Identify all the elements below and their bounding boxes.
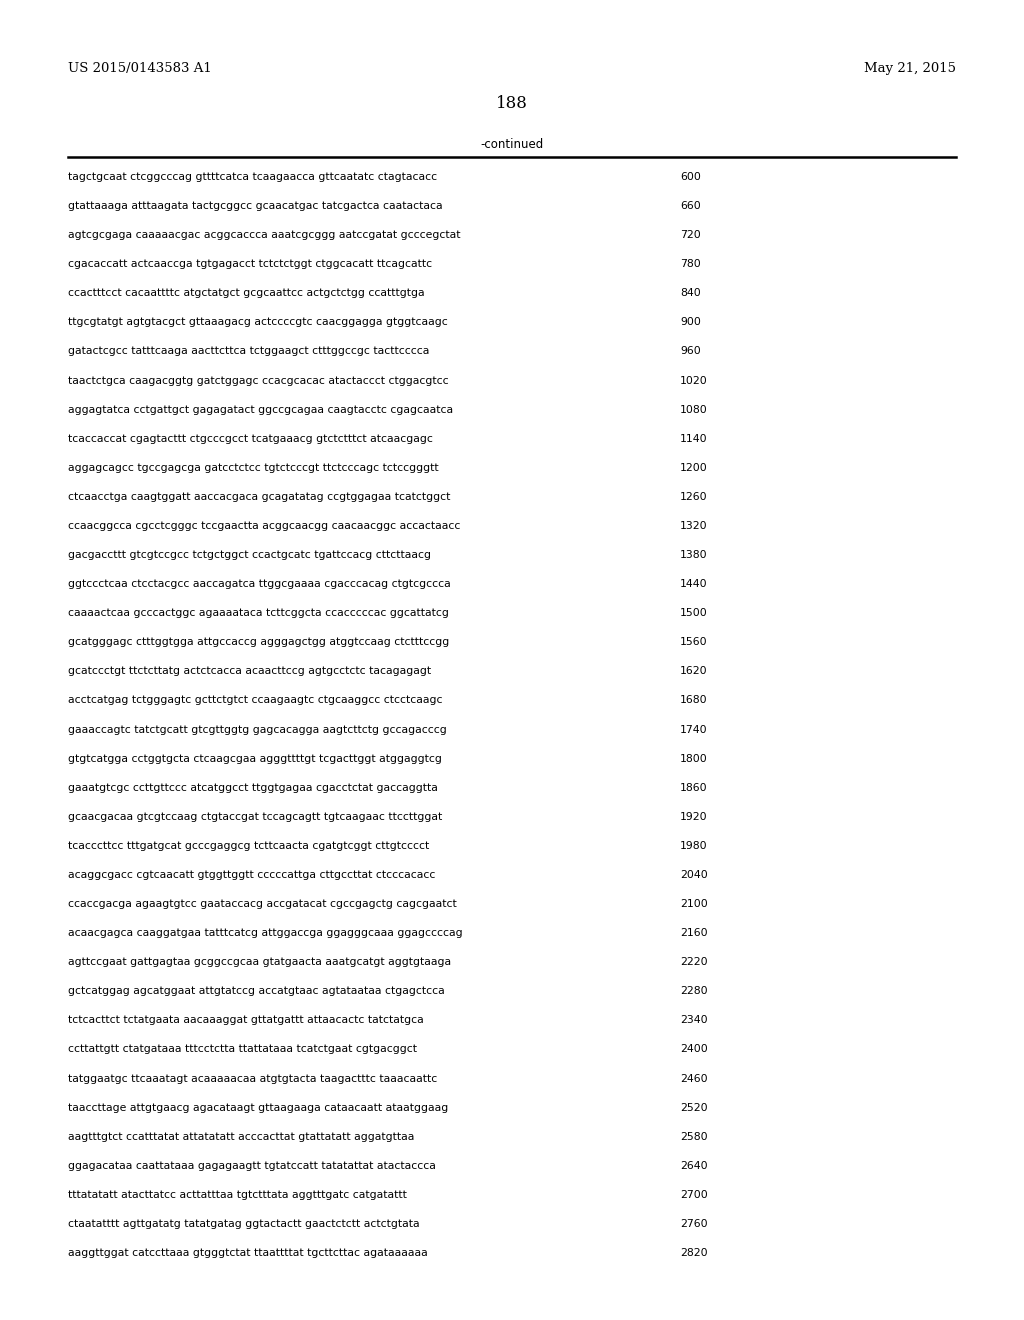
Text: 2820: 2820 bbox=[680, 1247, 708, 1258]
Text: aagtttgtct ccatttatat attatatatt acccacttat gtattatatt aggatgttaa: aagtttgtct ccatttatat attatatatt acccact… bbox=[68, 1131, 415, 1142]
Text: 1380: 1380 bbox=[680, 550, 708, 560]
Text: 840: 840 bbox=[680, 288, 700, 298]
Text: 2280: 2280 bbox=[680, 986, 708, 997]
Text: 1860: 1860 bbox=[680, 783, 708, 793]
Text: acaacgagca caaggatgaa tatttcatcg attggaccga ggagggcaaa ggagccccag: acaacgagca caaggatgaa tatttcatcg attggac… bbox=[68, 928, 463, 939]
Text: tcacccttcc tttgatgcat gcccgaggcg tcttcaacta cgatgtcggt cttgtcccct: tcacccttcc tttgatgcat gcccgaggcg tcttcaa… bbox=[68, 841, 429, 851]
Text: 780: 780 bbox=[680, 259, 700, 269]
Text: May 21, 2015: May 21, 2015 bbox=[864, 62, 956, 75]
Text: 2040: 2040 bbox=[680, 870, 708, 880]
Text: 1800: 1800 bbox=[680, 754, 708, 764]
Text: 2220: 2220 bbox=[680, 957, 708, 968]
Text: taactctgca caagacggtg gatctggagc ccacgcacac atactaccct ctggacgtcc: taactctgca caagacggtg gatctggagc ccacgca… bbox=[68, 376, 449, 385]
Text: agttccgaat gattgagtaa gcggccgcaa gtatgaacta aaatgcatgt aggtgtaaga: agttccgaat gattgagtaa gcggccgcaa gtatgaa… bbox=[68, 957, 452, 968]
Text: US 2015/0143583 A1: US 2015/0143583 A1 bbox=[68, 62, 212, 75]
Text: 2520: 2520 bbox=[680, 1102, 708, 1113]
Text: 720: 720 bbox=[680, 230, 700, 240]
Text: 1020: 1020 bbox=[680, 376, 708, 385]
Text: 2400: 2400 bbox=[680, 1044, 708, 1055]
Text: 1200: 1200 bbox=[680, 463, 708, 473]
Text: 600: 600 bbox=[680, 172, 700, 182]
Text: 1620: 1620 bbox=[680, 667, 708, 676]
Text: tagctgcaat ctcggcccag gttttcatca tcaagaacca gttcaatatc ctagtacacc: tagctgcaat ctcggcccag gttttcatca tcaagaa… bbox=[68, 172, 437, 182]
Text: tatggaatgc ttcaaatagt acaaaaacaa atgtgtacta taagactttc taaacaattc: tatggaatgc ttcaaatagt acaaaaacaa atgtgta… bbox=[68, 1073, 437, 1084]
Text: gctcatggag agcatggaat attgtatccg accatgtaac agtataataa ctgagctcca: gctcatggag agcatggaat attgtatccg accatgt… bbox=[68, 986, 444, 997]
Text: gatactcgcc tatttcaaga aacttcttca tctggaagct ctttggccgc tacttcccca: gatactcgcc tatttcaaga aacttcttca tctggaa… bbox=[68, 346, 429, 356]
Text: 2340: 2340 bbox=[680, 1015, 708, 1026]
Text: tcaccaccat cgagtacttt ctgcccgcct tcatgaaacg gtctctttct atcaacgagc: tcaccaccat cgagtacttt ctgcccgcct tcatgaa… bbox=[68, 434, 433, 444]
Text: gtattaaaga atttaagata tactgcggcc gcaacatgac tatcgactca caatactaca: gtattaaaga atttaagata tactgcggcc gcaacat… bbox=[68, 201, 442, 211]
Text: 1080: 1080 bbox=[680, 405, 708, 414]
Text: 1140: 1140 bbox=[680, 434, 708, 444]
Text: 1440: 1440 bbox=[680, 579, 708, 589]
Text: aggagtatca cctgattgct gagagatact ggccgcagaa caagtacctc cgagcaatca: aggagtatca cctgattgct gagagatact ggccgca… bbox=[68, 405, 454, 414]
Text: 1260: 1260 bbox=[680, 492, 708, 502]
Text: tctcacttct tctatgaata aacaaaggat gttatgattt attaacactc tatctatgca: tctcacttct tctatgaata aacaaaggat gttatga… bbox=[68, 1015, 424, 1026]
Text: taaccttage attgtgaacg agacataagt gttaagaaga cataacaatt ataatggaag: taaccttage attgtgaacg agacataagt gttaaga… bbox=[68, 1102, 449, 1113]
Text: gaaatgtcgc ccttgttccc atcatggcct ttggtgagaa cgacctctat gaccaggtta: gaaatgtcgc ccttgttccc atcatggcct ttggtga… bbox=[68, 783, 438, 793]
Text: ccaacggcca cgcctcgggc tccgaactta acggcaacgg caacaacggc accactaacc: ccaacggcca cgcctcgggc tccgaactta acggcaa… bbox=[68, 521, 461, 531]
Text: 1740: 1740 bbox=[680, 725, 708, 734]
Text: ctcaacctga caagtggatt aaccacgaca gcagatatag ccgtggagaa tcatctggct: ctcaacctga caagtggatt aaccacgaca gcagata… bbox=[68, 492, 451, 502]
Text: 960: 960 bbox=[680, 346, 700, 356]
Text: acaggcgacc cgtcaacatt gtggttggtt cccccattga cttgccttat ctcccacacc: acaggcgacc cgtcaacatt gtggttggtt cccccat… bbox=[68, 870, 435, 880]
Text: ggtccctcaa ctcctacgcc aaccagatca ttggcgaaaa cgacccacag ctgtcgccca: ggtccctcaa ctcctacgcc aaccagatca ttggcga… bbox=[68, 579, 451, 589]
Text: 1680: 1680 bbox=[680, 696, 708, 705]
Text: 188: 188 bbox=[496, 95, 528, 112]
Text: ccactttcct cacaattttc atgctatgct gcgcaattcc actgctctgg ccatttgtga: ccactttcct cacaattttc atgctatgct gcgcaat… bbox=[68, 288, 425, 298]
Text: gacgaccttt gtcgtccgcc tctgctggct ccactgcatc tgattccacg cttcttaacg: gacgaccttt gtcgtccgcc tctgctggct ccactgc… bbox=[68, 550, 431, 560]
Text: gaaaccagtc tatctgcatt gtcgttggtg gagcacagga aagtcttctg gccagacccg: gaaaccagtc tatctgcatt gtcgttggtg gagcaca… bbox=[68, 725, 446, 734]
Text: 2760: 2760 bbox=[680, 1218, 708, 1229]
Text: acctcatgag tctgggagtc gcttctgtct ccaagaagtc ctgcaaggcc ctcctcaagc: acctcatgag tctgggagtc gcttctgtct ccaagaa… bbox=[68, 696, 442, 705]
Text: ttgcgtatgt agtgtacgct gttaaagacg actccccgtc caacggagga gtggtcaagc: ttgcgtatgt agtgtacgct gttaaagacg actcccc… bbox=[68, 317, 447, 327]
Text: 1500: 1500 bbox=[680, 609, 708, 618]
Text: 2160: 2160 bbox=[680, 928, 708, 939]
Text: -continued: -continued bbox=[480, 139, 544, 150]
Text: gcatccctgt ttctcttatg actctcacca acaacttccg agtgcctctc tacagagagt: gcatccctgt ttctcttatg actctcacca acaactt… bbox=[68, 667, 431, 676]
Text: 2640: 2640 bbox=[680, 1160, 708, 1171]
Text: 2580: 2580 bbox=[680, 1131, 708, 1142]
Text: ccttattgtt ctatgataaa tttcctctta ttattataaa tcatctgaat cgtgacggct: ccttattgtt ctatgataaa tttcctctta ttattat… bbox=[68, 1044, 417, 1055]
Text: gcaacgacaa gtcgtccaag ctgtaccgat tccagcagtt tgtcaagaac ttccttggat: gcaacgacaa gtcgtccaag ctgtaccgat tccagca… bbox=[68, 812, 442, 822]
Text: aaggttggat catccttaaa gtgggtctat ttaattttat tgcttcttac agataaaaaa: aaggttggat catccttaaa gtgggtctat ttaattt… bbox=[68, 1247, 428, 1258]
Text: ggagacataa caattataaa gagagaagtt tgtatccatt tatatattat atactaccca: ggagacataa caattataaa gagagaagtt tgtatcc… bbox=[68, 1160, 436, 1171]
Text: ccaccgacga agaagtgtcc gaataccacg accgatacat cgccgagctg cagcgaatct: ccaccgacga agaagtgtcc gaataccacg accgata… bbox=[68, 899, 457, 909]
Text: caaaactcaa gcccactggc agaaaataca tcttcggcta ccacccccac ggcattatcg: caaaactcaa gcccactggc agaaaataca tcttcgg… bbox=[68, 609, 449, 618]
Text: 1980: 1980 bbox=[680, 841, 708, 851]
Text: cgacaccatt actcaaccga tgtgagacct tctctctggt ctggcacatt ttcagcattc: cgacaccatt actcaaccga tgtgagacct tctctct… bbox=[68, 259, 432, 269]
Text: 2700: 2700 bbox=[680, 1189, 708, 1200]
Text: aggagcagcc tgccgagcga gatcctctcc tgtctcccgt ttctcccagc tctccgggtt: aggagcagcc tgccgagcga gatcctctcc tgtctcc… bbox=[68, 463, 438, 473]
Text: 900: 900 bbox=[680, 317, 700, 327]
Text: agtcgcgaga caaaaacgac acggcaccca aaatcgcggg aatccgatat gcccegctat: agtcgcgaga caaaaacgac acggcaccca aaatcgc… bbox=[68, 230, 461, 240]
Text: tttatatatt atacttatcc acttatttaa tgtctttata aggtttgatc catgatattt: tttatatatt atacttatcc acttatttaa tgtcttt… bbox=[68, 1189, 407, 1200]
Text: ctaatatttt agttgatatg tatatgatag ggtactactt gaactctctt actctgtata: ctaatatttt agttgatatg tatatgatag ggtacta… bbox=[68, 1218, 420, 1229]
Text: 2100: 2100 bbox=[680, 899, 708, 909]
Text: gtgtcatgga cctggtgcta ctcaagcgaa agggttttgt tcgacttggt atggaggtcg: gtgtcatgga cctggtgcta ctcaagcgaa agggttt… bbox=[68, 754, 442, 764]
Text: 2460: 2460 bbox=[680, 1073, 708, 1084]
Text: 1560: 1560 bbox=[680, 638, 708, 647]
Text: gcatgggagc ctttggtgga attgccaccg agggagctgg atggtccaag ctctttccgg: gcatgggagc ctttggtgga attgccaccg agggagc… bbox=[68, 638, 450, 647]
Text: 1920: 1920 bbox=[680, 812, 708, 822]
Text: 1320: 1320 bbox=[680, 521, 708, 531]
Text: 660: 660 bbox=[680, 201, 700, 211]
